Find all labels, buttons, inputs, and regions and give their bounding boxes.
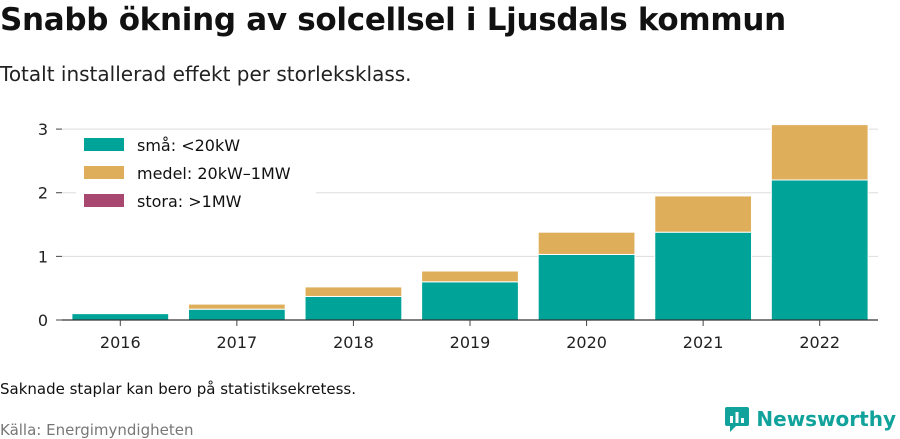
legend-swatch	[84, 166, 124, 179]
y-axis: 0 1 2 3	[38, 120, 62, 330]
legend-label: stora: >1MW	[137, 192, 242, 211]
y-tick-label: 3	[38, 120, 48, 139]
bar-2022-series-0	[770, 179, 869, 321]
legend-label: medel: 20kW–1MW	[137, 164, 291, 183]
bar-2021-series-1	[654, 195, 753, 233]
x-tick-label: 2022	[799, 333, 840, 352]
brand-name: Newsworthy	[756, 407, 896, 431]
y-tick-label: 0	[38, 311, 48, 330]
brand-logo: Newsworthy	[724, 405, 896, 433]
x-tick-label: 2019	[450, 333, 491, 352]
stacked-bar-chart: 0 1 2 3 2016 2017 2018 2019 2020 2021 2022 små: <…	[38, 120, 878, 352]
y-tick-label: 2	[38, 184, 48, 203]
bar-2020-series-1	[537, 231, 636, 255]
chart-subtitle: Totalt installerad effekt per storlekskl…	[0, 62, 412, 86]
legend-swatch	[84, 138, 124, 151]
x-tick-label: 2018	[333, 333, 374, 352]
y-tick-label: 1	[38, 247, 48, 266]
legend-swatch	[84, 194, 124, 207]
bar-2020-series-0	[537, 253, 636, 321]
legend-label: små: <20kW	[137, 136, 240, 155]
x-tick-label: 2017	[216, 333, 257, 352]
bar-2019-series-0	[421, 281, 519, 321]
source-credit: Källa: Energimyndigheten	[0, 421, 194, 439]
bar-2019-series-1	[421, 270, 519, 283]
bar-2018-series-1	[304, 286, 403, 297]
x-tick-label: 2016	[100, 333, 141, 352]
bar-2022-series-1	[770, 124, 869, 181]
bar-2017-series-1	[187, 303, 286, 310]
x-tick-label: 2021	[683, 333, 724, 352]
chart-title: Snabb ökning av solcellsel i Ljusdals ko…	[0, 2, 786, 38]
footnote: Saknade staplar kan bero på statistiksek…	[0, 380, 357, 398]
bar-2016-series-0	[71, 313, 170, 321]
x-axis: 2016 2017 2018 2019 2020 2021 2022	[62, 319, 878, 352]
newsworthy-logo-icon	[725, 407, 750, 432]
bar-2021-series-0	[654, 231, 753, 321]
x-tick-label: 2020	[566, 333, 607, 352]
bar-2018-series-0	[304, 295, 403, 321]
legend: små: <20kW medel: 20kW–1MW stora: >1MW	[76, 130, 316, 212]
bar-2017-series-0	[187, 308, 286, 321]
